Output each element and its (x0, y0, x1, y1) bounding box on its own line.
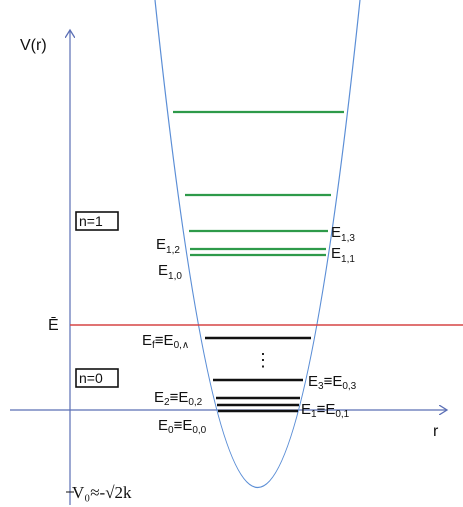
label-e13: E1,3 (331, 224, 355, 244)
label-e12: E1,2 (156, 236, 180, 256)
y-axis-label: V(r) (20, 37, 47, 54)
x-axis-label: r (433, 423, 439, 440)
region-box-n1 (75, 211, 119, 231)
fermi-label: Ē (48, 316, 59, 334)
label-e2: E2≡E0,2 (154, 389, 203, 408)
label-ef: Ef≡E0,∧ (142, 332, 189, 351)
region-label-n0: n=0 (79, 370, 103, 386)
label-e0: E0≡E0,0 (158, 417, 207, 436)
vertical-dots: ⋮ (254, 350, 272, 370)
label-e11: E1,1 (331, 245, 355, 265)
v0-label: V₀≈-√2k (72, 483, 132, 502)
region-box-n0 (75, 368, 119, 388)
label-e1: E1≡E0,1 (301, 401, 350, 420)
label-e10: E1,0 (158, 262, 182, 282)
potential-parabola (154, 0, 361, 489)
region-label-n1: n=1 (79, 213, 103, 229)
label-e3: E3≡E0,3 (308, 373, 357, 392)
